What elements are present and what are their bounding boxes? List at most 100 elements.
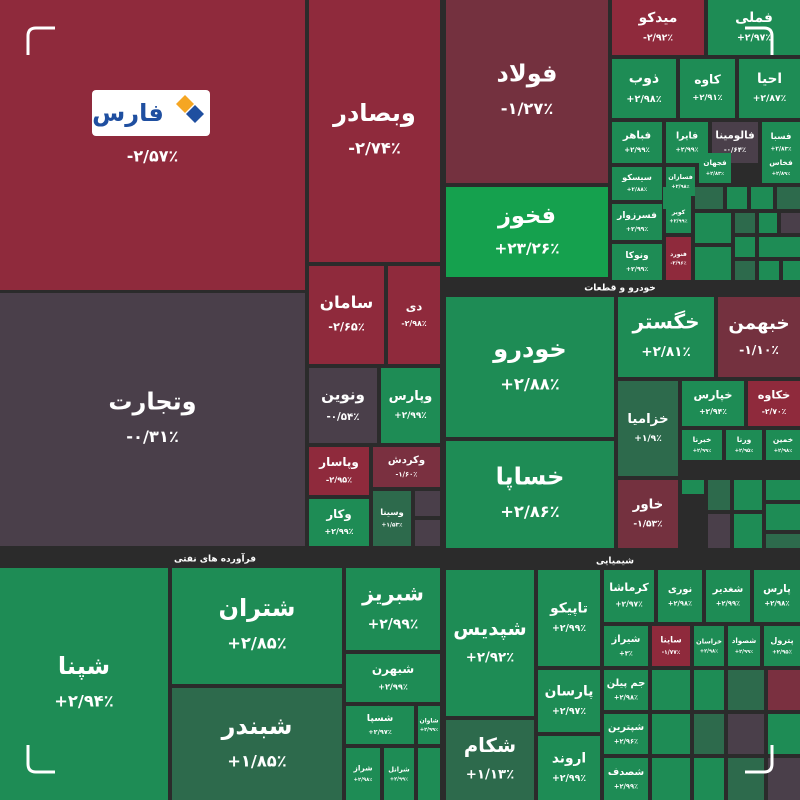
stock-tile: شپترین +۲/۹۶٪ (604, 714, 648, 754)
small-tile (708, 480, 730, 510)
stock-name: شغدیر (712, 584, 744, 595)
stock-tile: نوری +۲/۹۸٪ (658, 570, 702, 622)
stock-name: سامان (320, 293, 373, 312)
tile (346, 568, 440, 650)
stock-change: +۲/۸۹٪ (772, 171, 791, 177)
stock-change: -۰/۳۱٪ (126, 427, 179, 446)
corner (26, 745, 55, 774)
tile (309, 368, 377, 443)
stock-name: فملی (735, 10, 773, 26)
tile (604, 570, 654, 622)
stock-change: -۲/۹۸٪ (401, 319, 426, 328)
tile (381, 368, 440, 443)
small-tile (766, 534, 800, 548)
stock-tile: فجهان +۲/۸۳٪ (699, 153, 731, 183)
stock-name: خاور (632, 498, 664, 513)
stock-name: شصدف (608, 767, 644, 778)
stock-tile: پارسان +۲/۹۷٪ (538, 670, 600, 732)
stock-tile: سیسکو +۲/۸۸٪ (612, 167, 662, 200)
stock-change: +۲/۹۹٪ (378, 682, 408, 692)
stock-change: +۲/۹۹٪ (368, 616, 419, 632)
stock-tile: خکاوه -۲/۷۰٪ (748, 381, 800, 426)
stock-change: -۲/۵۷٪ (127, 147, 179, 166)
stock-name: فباهر (622, 129, 651, 141)
tile (388, 266, 440, 364)
stock-change: -۲/۹۲٪ (643, 32, 673, 43)
stock-name: فنورد (670, 251, 687, 258)
stock-name: دی (406, 299, 423, 313)
stock-name: وپاسار (318, 455, 359, 470)
tile (604, 626, 648, 666)
stock-tile: فنورد -۲/۹۶٪ (666, 237, 691, 280)
stock-name: خساپا (496, 463, 565, 491)
small-tile (694, 670, 724, 710)
stock-name: خودرو (492, 335, 566, 363)
stock-tile: شغدیر +۲/۹۹٪ (706, 570, 750, 622)
stock-tile: فسازان +۲/۹۸٪ (666, 167, 695, 196)
small-tile (695, 247, 731, 280)
tile (766, 430, 800, 460)
tile (172, 688, 342, 800)
tile (726, 430, 762, 460)
tile (682, 430, 722, 460)
tile (346, 748, 380, 800)
stock-tile: دی -۲/۹۸٪ (388, 266, 440, 364)
stock-name: جم پیلن (607, 678, 646, 689)
stock-name: وپارس (389, 389, 433, 404)
tile (612, 0, 704, 55)
stock-change: -۱/۱۰٪ (739, 342, 779, 357)
stock-name: شاوان (419, 717, 438, 724)
stock-tile: وپارس +۲/۹۹٪ (381, 368, 440, 443)
stock-name: پترول (770, 636, 793, 645)
stock-change: +۲/۹۹٪ (614, 782, 638, 790)
stock-change: -۲/۶۵٪ (328, 320, 365, 334)
stock-name: وتجارت (108, 388, 196, 416)
tile (309, 499, 369, 546)
stock-name: میدکو (638, 10, 678, 26)
stock-name: شکام (464, 734, 516, 757)
tile (446, 297, 614, 437)
small-tile (694, 714, 724, 754)
tile (754, 570, 800, 622)
stock-change: +۲/۹۹٪ (394, 411, 426, 421)
stock-tile: جم پیلن +۲/۹۸٪ (604, 670, 648, 710)
tile (604, 714, 648, 754)
stock-change: +۲/۸۱٪ (641, 344, 691, 360)
stock-change: +۲/۹۹٪ (675, 147, 698, 154)
stock-change: -۰/۵۴٪ (326, 411, 359, 423)
tile (309, 447, 369, 495)
stock-change: +۲/۹۹٪ (624, 146, 649, 154)
small-tile (735, 213, 755, 233)
stock-name: خبرنا (693, 435, 712, 444)
stock-name: کاوه (694, 72, 721, 86)
stock-change: +۲/۹۸٪ (668, 599, 692, 607)
stock-name: شیراز (611, 634, 641, 645)
section-label: خودرو و قطعات (584, 284, 656, 294)
stock-name: تاپیکو (549, 600, 588, 616)
tile (373, 491, 411, 546)
tile (346, 654, 440, 702)
stock-change: +۲/۹۷٪ (552, 706, 586, 717)
tile (706, 570, 750, 622)
tile (699, 153, 731, 183)
stock-change: -۱/۵۳٪ (633, 520, 662, 530)
stock-change: +۲/۹۵٪ (772, 650, 792, 656)
stock-name: ذوب (629, 71, 659, 87)
stock-change: +۲/۹۸٪ (764, 600, 789, 608)
stock-change: +۲/۸۵٪ (227, 634, 286, 653)
small-tile (727, 187, 747, 209)
tile (658, 570, 702, 622)
stock-tile: ونوکا +۲/۹۹٪ (612, 244, 662, 280)
small-tile (695, 213, 731, 243)
stock-tile: خودرو +۲/۸۸٪ (446, 297, 614, 437)
stock-name: فخاس (769, 158, 793, 167)
stock-tile: ورنا +۲/۹۵٪ (726, 430, 762, 460)
stock-tile: میدکو -۲/۹۲٪ (612, 0, 704, 55)
stock-name: احیا (757, 71, 782, 87)
section-label: فرآورده های نفتی (174, 553, 256, 565)
tile (652, 626, 690, 666)
small-tile (759, 261, 779, 280)
tile (446, 570, 534, 716)
stock-name: فجهان (703, 158, 727, 167)
